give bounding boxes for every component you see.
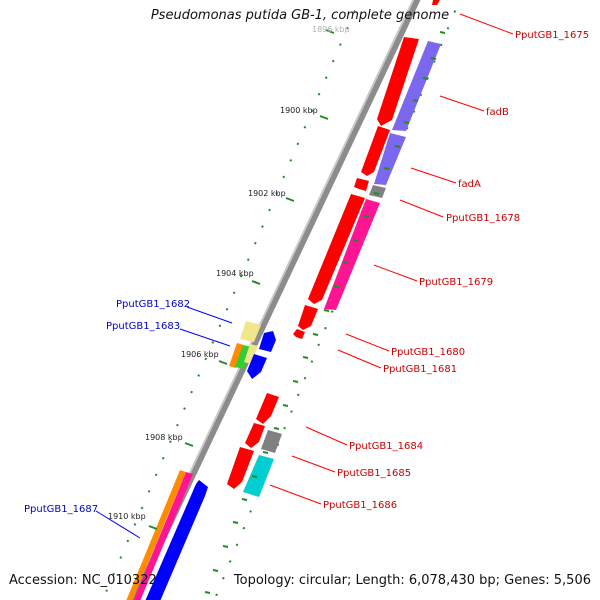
genome-title: Pseudomonas putida GB-1, complete genome	[150, 8, 450, 23]
scale-tick-11	[333, 285, 340, 288]
gene-label-left-0[interactable]: PputGB1_1682	[116, 299, 190, 310]
scale-tick-13	[312, 333, 319, 336]
kbp-tick-label-0: 1896 kbp	[312, 25, 350, 34]
gene-label-right-6[interactable]: PputGB1_1681	[383, 364, 457, 375]
kbp-tick-mark-3	[251, 280, 261, 285]
gene-1682-blue[interactable]	[259, 331, 276, 352]
scale-tick-12	[323, 309, 330, 312]
leader-right-3	[399, 199, 444, 218]
gene-fadB-red[interactable]	[377, 37, 419, 126]
gene-label-right-2[interactable]: fadA	[458, 179, 481, 190]
scale-tick-5	[394, 145, 401, 148]
gene-fadB-red-2[interactable]	[361, 126, 390, 176]
kbp-tick-mark-6	[148, 525, 158, 530]
gene-1678-gray[interactable]	[369, 185, 386, 198]
leader-left-1	[179, 328, 231, 347]
leader-lines	[95, 13, 514, 539]
leader-right-2	[410, 167, 457, 184]
scale-tick-9	[352, 239, 359, 242]
gene-1684-red-2[interactable]	[245, 423, 265, 448]
gene-fadB-purple[interactable]	[392, 41, 441, 131]
gene-1683-blue[interactable]	[247, 354, 267, 379]
leader-right-0	[459, 13, 514, 35]
scale-tick-16	[282, 404, 289, 407]
gene-1682-orange[interactable]	[229, 343, 244, 368]
genome-summary-text: Topology: circular; Length: 6,078,430 bp…	[233, 573, 591, 588]
scale-tick-0	[439, 31, 446, 34]
gene-label-right-9[interactable]: PputGB1_1686	[323, 500, 397, 511]
gene-1679-pink[interactable]	[324, 199, 380, 310]
kbp-tick-mark-1	[319, 115, 329, 120]
scale-tick-8	[363, 215, 370, 218]
kbp-tick-mark-5	[184, 442, 194, 447]
gene-label-right-1[interactable]: fadB	[486, 107, 509, 118]
kbp-tick-mark-4	[218, 360, 228, 365]
scale-tick-10	[342, 261, 349, 264]
gene-features	[124, 0, 441, 600]
scale-tick-19	[251, 475, 258, 478]
gene-1681-red[interactable]	[293, 329, 305, 339]
gene-label-left-1[interactable]: PputGB1_1683	[106, 321, 180, 332]
leader-right-7	[305, 426, 348, 446]
scale-tick-22	[222, 545, 229, 548]
leader-right-8	[291, 455, 336, 473]
gene-1684-red[interactable]	[256, 393, 279, 424]
gene-label-right-7[interactable]: PputGB1_1684	[349, 441, 423, 452]
scale-tick-6	[383, 167, 390, 170]
kbp-tick-label-6: 1910 kbp	[108, 512, 146, 521]
gene-1675[interactable]	[432, 0, 440, 5]
scale-tick-20	[241, 498, 248, 501]
gene-1686-cyan[interactable]	[243, 455, 274, 497]
kbp-tick-label-3: 1904 kbp	[216, 269, 254, 278]
kbp-tick-mark-0	[325, 29, 335, 34]
gene-fadA-red[interactable]	[354, 178, 369, 191]
gene-1687-blue[interactable]	[143, 480, 208, 600]
scale-tick-14	[302, 356, 309, 359]
gene-1680-red[interactable]	[298, 305, 318, 330]
map-texts: 1896 kbp 1900 kbp 1902 kbp 1904 kbp 1906 kbp…	[24, 25, 589, 521]
scale-tick-15	[292, 380, 299, 383]
scale-tick-2	[422, 77, 429, 80]
leader-right-5	[345, 333, 390, 352]
leader-right-1	[439, 95, 485, 112]
kbp-tick-mark-2	[285, 197, 295, 202]
leader-left-2	[95, 510, 141, 539]
scale-tick-24	[204, 591, 211, 594]
leader-right-4	[373, 264, 418, 282]
gene-label-right-5[interactable]: PputGB1_1680	[391, 347, 465, 358]
kbp-tick-label-4: 1906 kbp	[181, 350, 219, 359]
leader-right-6	[337, 349, 382, 369]
scale-tick-7	[373, 192, 380, 195]
gene-1685-gray[interactable]	[261, 430, 282, 453]
gene-1683-khaki-2[interactable]	[244, 344, 258, 364]
scale-tick-23	[212, 569, 219, 572]
leader-left-0	[186, 306, 233, 324]
gene-1678-red[interactable]	[308, 194, 365, 304]
kbp-tick-label-5: 1908 kbp	[145, 433, 183, 442]
scale-tick-1	[430, 57, 437, 60]
gene-label-left-2[interactable]: PputGB1_1687	[24, 504, 98, 515]
scale-tick-4	[403, 121, 410, 124]
scale-ticks	[204, 31, 446, 594]
accession-text: Accession: NC_010322	[9, 573, 157, 588]
scale-tick-21	[232, 521, 239, 524]
kbp-tick-label-2: 1902 kbp	[248, 189, 286, 198]
gene-1687-pink[interactable]	[131, 472, 193, 600]
scale-tick-18	[262, 451, 269, 454]
gene-label-right-0[interactable]: PputGB1_1675	[515, 30, 589, 41]
gene-1687-orange[interactable]	[124, 470, 186, 600]
leader-right-9	[269, 484, 322, 505]
gene-1682-khaki[interactable]	[240, 321, 261, 342]
gene-label-right-8[interactable]: PputGB1_1685	[337, 468, 411, 479]
gene-label-right-4[interactable]: PputGB1_1679	[419, 277, 493, 288]
kbp-tick-label-1: 1900 kbp	[280, 106, 318, 115]
gene-label-right-3[interactable]: PputGB1_1678	[446, 213, 520, 224]
scale-tick-3	[412, 99, 419, 102]
scale-tick-17	[273, 427, 280, 430]
gene-1685-red[interactable]	[227, 447, 254, 489]
